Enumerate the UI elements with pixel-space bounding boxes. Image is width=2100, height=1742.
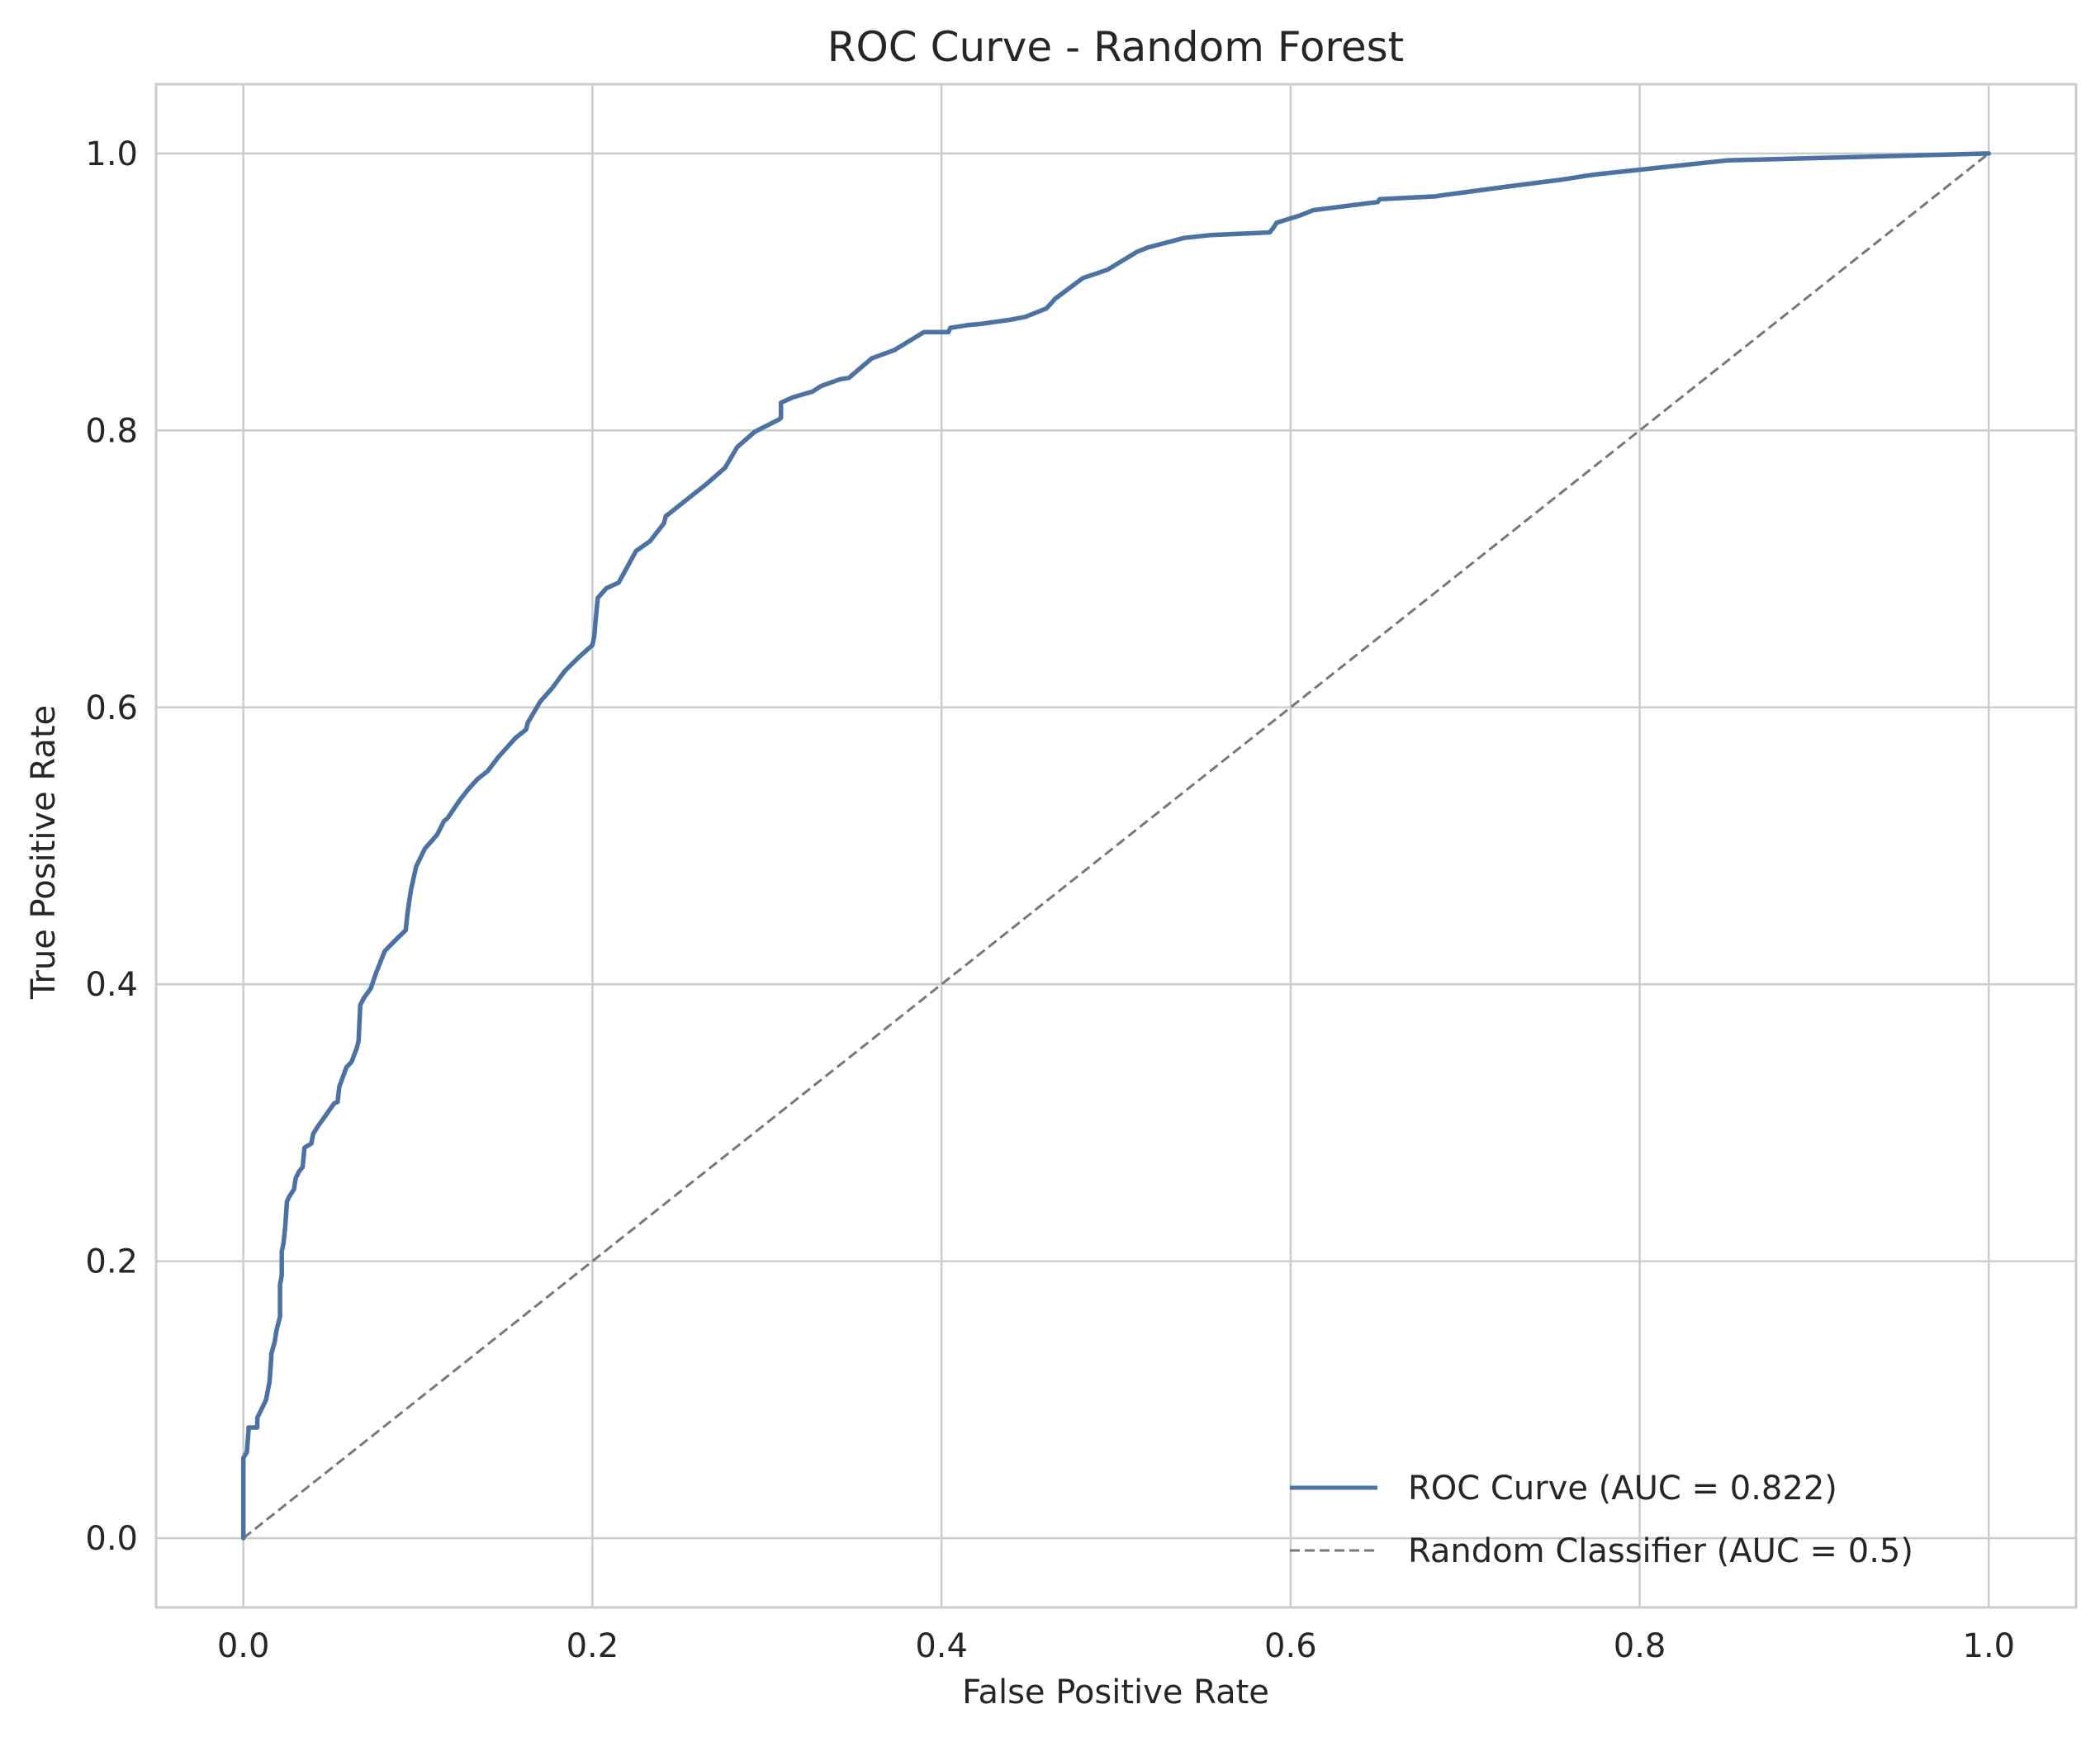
x-tick-label: 0.0 (217, 1627, 270, 1665)
y-tick-label: 1.0 (85, 135, 138, 173)
plot-series (240, 151, 1992, 1541)
roc-curve-line (240, 151, 1992, 1541)
y-tick-label: 0.0 (85, 1520, 138, 1558)
x-tick-label: 0.2 (566, 1627, 619, 1665)
x-tick-label: 0.8 (1614, 1627, 1666, 1665)
plot-frame (154, 83, 2078, 1609)
legend-label-random: Random Classifier (AUC = 0.5) (1408, 1532, 1913, 1570)
y-tick-labels: 0.0 0.2 0.4 0.6 0.8 1.0 (85, 135, 138, 1558)
y-tick-label: 0.6 (85, 689, 138, 727)
x-tick-label: 1.0 (1963, 1627, 2016, 1665)
y-axis-label: True Positive Rate (25, 705, 63, 1000)
y-tick-label: 0.8 (85, 412, 138, 450)
x-axis-label: False Positive Rate (962, 1673, 1269, 1711)
y-tick-label: 0.2 (85, 1243, 138, 1281)
plot-border (154, 83, 2078, 1609)
legend: ROC Curve (AUC = 0.822) Random Classifie… (1290, 1470, 1913, 1570)
x-tick-label: 0.6 (1264, 1627, 1317, 1665)
x-tick-label: 0.4 (915, 1627, 968, 1665)
chart-title: ROC Curve - Random Forest (827, 23, 1405, 71)
x-tick-labels: 0.0 0.2 0.4 0.6 0.8 1.0 (217, 1627, 2015, 1665)
grid (156, 84, 2076, 1607)
legend-label-roc: ROC Curve (AUC = 0.822) (1408, 1470, 1837, 1508)
y-tick-label: 0.4 (85, 966, 138, 1004)
